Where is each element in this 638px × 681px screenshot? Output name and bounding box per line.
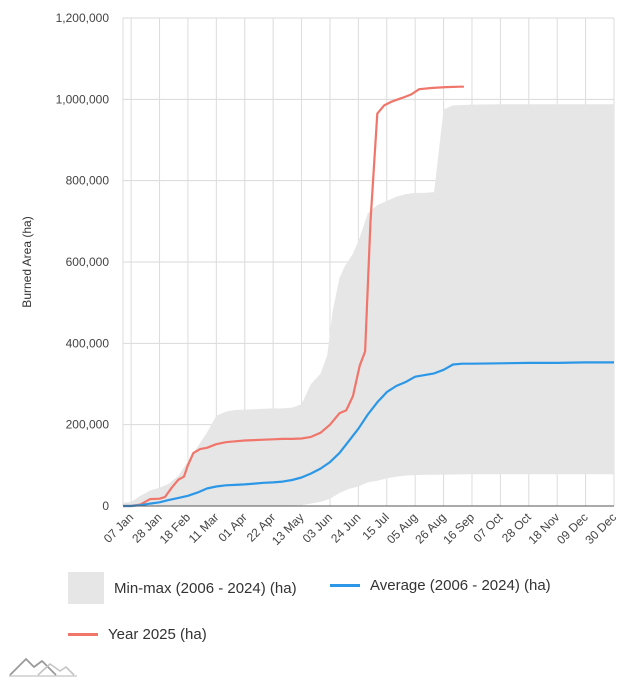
y-tick-label: 0 [102, 499, 109, 513]
y-tick-labels: 0 200,000 400,000 600,000 800,000 1,000,000 1,… [56, 11, 110, 513]
legend-item-year[interactable]: Year 2025 (ha) [68, 626, 207, 643]
minmax-swatch [68, 572, 104, 604]
y-tick-label: 800,000 [66, 174, 110, 188]
year-swatch [68, 633, 98, 636]
legend-label-year: Year 2025 (ha) [108, 626, 207, 643]
x-tick-label: 16 Sep [440, 510, 477, 547]
y-tick-label: 1,200,000 [56, 11, 110, 25]
burned-area-chart: 0 200,000 400,000 600,000 800,000 1,000,000 1,… [20, 11, 619, 548]
legend: Min-max (2006 - 2024) (ha) Average (2006… [0, 560, 638, 660]
x-tick-label: 24 Jun [328, 510, 363, 545]
x-tick-label: 13 May [269, 510, 307, 548]
x-tick-label: 07 Oct [471, 510, 506, 545]
minmax-band [123, 104, 614, 506]
y-tick-label: 1,000,000 [56, 92, 110, 106]
year-2025-line [123, 85, 464, 508]
y-tick-label: 400,000 [66, 336, 110, 350]
legend-label-minmax: Min-max (2006 - 2024) (ha) [114, 579, 297, 597]
y-tick-label: 600,000 [66, 255, 110, 269]
legend-item-minmax[interactable]: Min-max (2006 - 2024) (ha) [68, 572, 297, 604]
minmax-band-layer [123, 104, 614, 506]
legend-label-average: Average (2006 - 2024) (ha) [370, 577, 551, 594]
mountain-logo-icon [9, 658, 77, 677]
x-tick-label: 30 Dec [582, 510, 619, 547]
x-tick-label: 09 Dec [554, 510, 591, 547]
x-tick-label: 03 Jun [300, 510, 335, 545]
legend-item-average[interactable]: Average (2006 - 2024) (ha) [330, 577, 551, 594]
x-tick-label: 18 Feb [157, 510, 194, 547]
average-line [123, 361, 614, 508]
y-axis-label: Burned Area (ha) [20, 216, 34, 307]
x-tick-label: 18 Nov [526, 510, 563, 547]
average-swatch [330, 584, 360, 587]
x-tick-label: 07 Jan [101, 510, 136, 545]
x-tick-label: 11 Mar [186, 510, 222, 546]
series-lines [123, 85, 614, 508]
x-tick-label: 05 Aug [384, 510, 420, 546]
x-tick-label: 01 Apr [215, 510, 249, 544]
y-tick-label: 200,000 [66, 418, 110, 432]
